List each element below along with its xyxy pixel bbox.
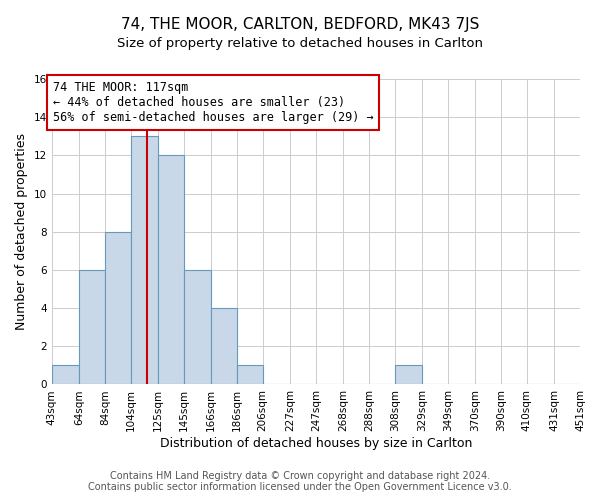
Bar — [131, 136, 158, 384]
Bar — [395, 366, 422, 384]
Y-axis label: Number of detached properties: Number of detached properties — [15, 133, 28, 330]
X-axis label: Distribution of detached houses by size in Carlton: Distribution of detached houses by size … — [160, 437, 472, 450]
Bar — [237, 366, 263, 384]
Text: 74 THE MOOR: 117sqm
← 44% of detached houses are smaller (23)
56% of semi-detach: 74 THE MOOR: 117sqm ← 44% of detached ho… — [53, 81, 374, 124]
Bar — [184, 270, 211, 384]
Bar — [158, 156, 184, 384]
Text: 74, THE MOOR, CARLTON, BEDFORD, MK43 7JS: 74, THE MOOR, CARLTON, BEDFORD, MK43 7JS — [121, 18, 479, 32]
Bar — [211, 308, 237, 384]
Bar — [105, 232, 131, 384]
Bar — [52, 366, 79, 384]
Text: Size of property relative to detached houses in Carlton: Size of property relative to detached ho… — [117, 38, 483, 51]
Text: Contains HM Land Registry data © Crown copyright and database right 2024.: Contains HM Land Registry data © Crown c… — [110, 471, 490, 481]
Text: Contains public sector information licensed under the Open Government Licence v3: Contains public sector information licen… — [88, 482, 512, 492]
Bar — [79, 270, 105, 384]
